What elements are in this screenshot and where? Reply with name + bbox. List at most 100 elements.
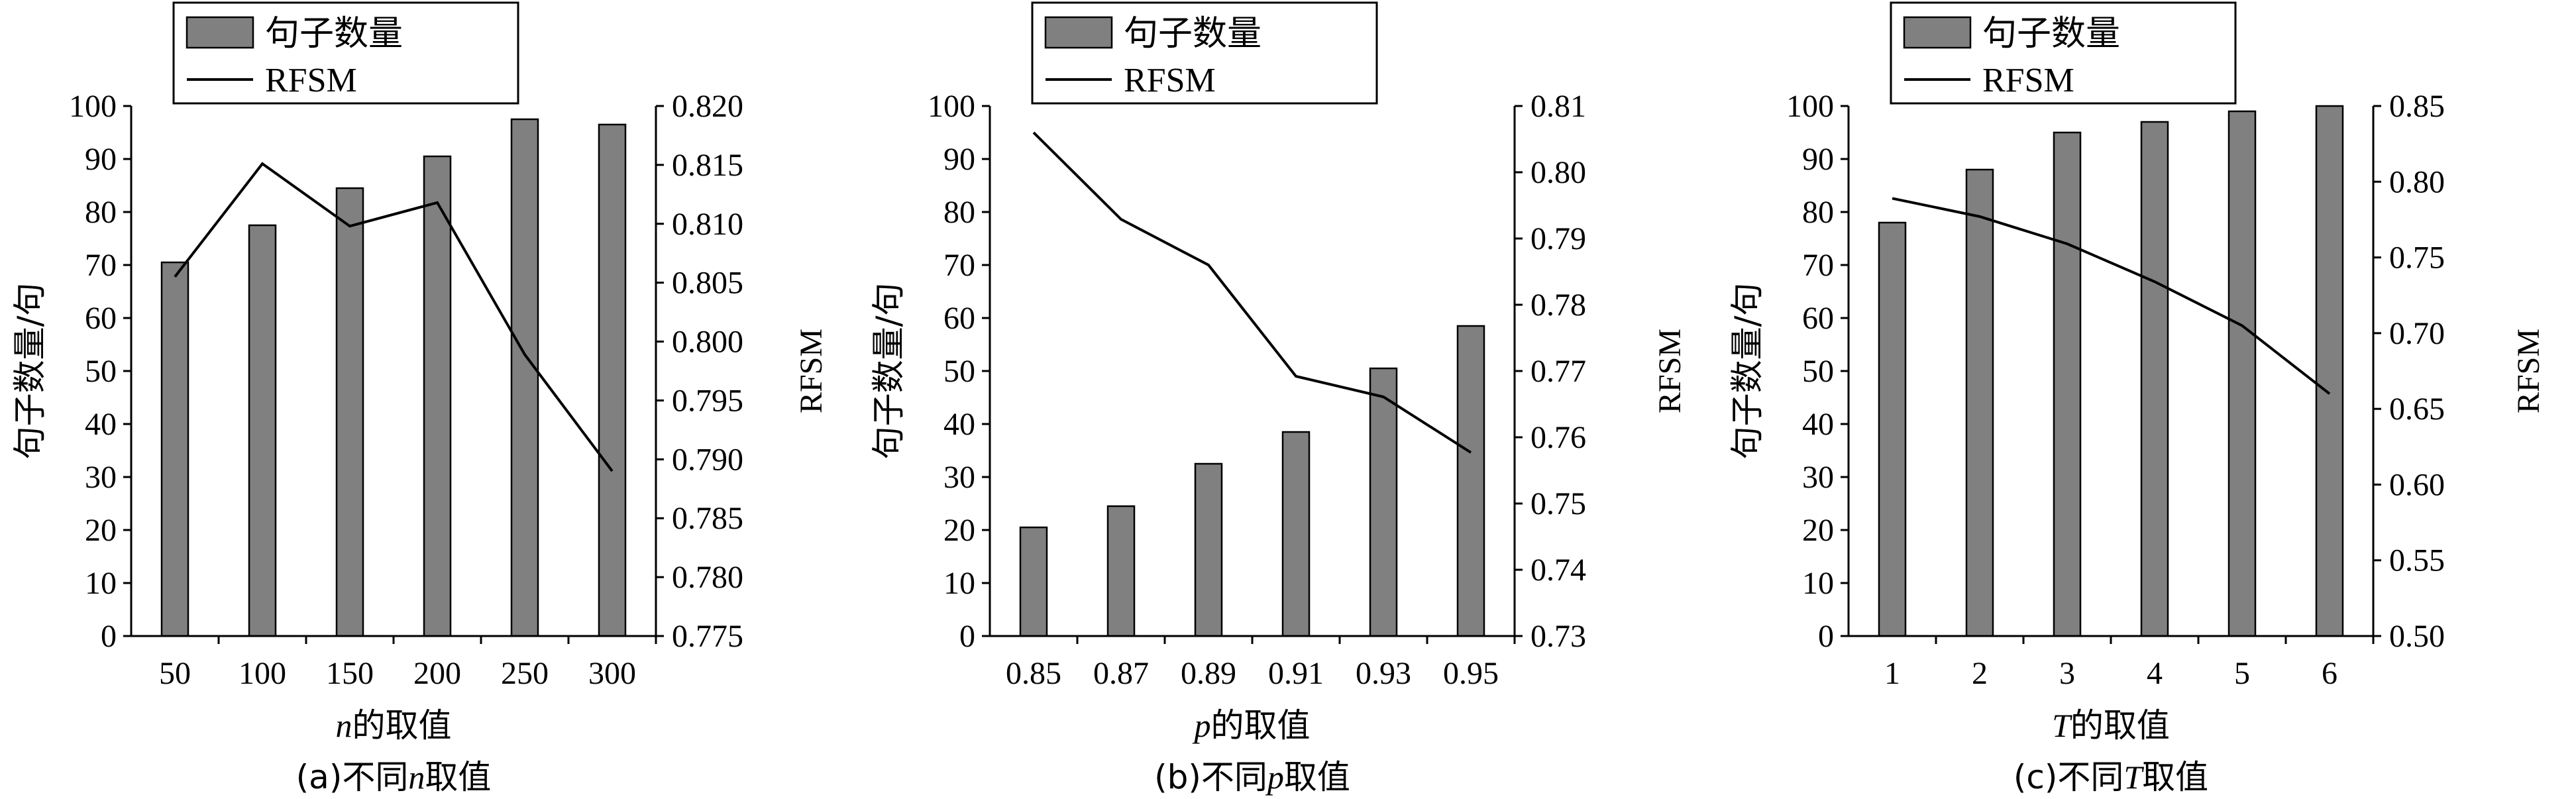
left-tick-label: 0 bbox=[101, 619, 117, 654]
right-tick-label: 0.810 bbox=[672, 207, 743, 242]
subplot-caption: (b)不同p取值 bbox=[1154, 758, 1350, 796]
left-tick-label: 30 bbox=[943, 460, 975, 495]
left-tick-label: 80 bbox=[85, 195, 117, 230]
y-right-label: RFSM bbox=[2511, 329, 2546, 413]
x-tick-label: 0.91 bbox=[1268, 656, 1324, 691]
right-tick-label: 0.55 bbox=[2389, 543, 2445, 578]
x-axis-label-var: p bbox=[1193, 707, 1211, 744]
bar bbox=[1965, 168, 1994, 637]
left-tick-label: 100 bbox=[1786, 89, 1834, 124]
chart-svg: 0 10 20 30 40 50 60 70 80 90 100 0.50 0.55 0.60 0.65 0.… bbox=[1728, 1, 2546, 796]
left-tick-label: 50 bbox=[85, 354, 117, 389]
legend: 句子数量 RFSM bbox=[1890, 1, 2237, 105]
bar bbox=[2227, 110, 2257, 637]
right-tick-label: 0.79 bbox=[1530, 221, 1586, 256]
left-tick-label: 90 bbox=[943, 142, 975, 177]
x-tick-label: 2 bbox=[1972, 656, 1988, 691]
left-tick-label: 90 bbox=[1802, 142, 1834, 177]
bar bbox=[2315, 105, 2344, 637]
bar-series bbox=[1878, 105, 2344, 637]
left-tick-label: 40 bbox=[1802, 407, 1834, 442]
left-tick-label: 0 bbox=[1818, 619, 1834, 654]
legend: 句子数量 RFSM bbox=[172, 1, 519, 105]
bar-series bbox=[1019, 325, 1485, 637]
left-tick-label: 50 bbox=[943, 354, 975, 389]
right-tick-label: 0.74 bbox=[1530, 553, 1586, 588]
legend-bar-label: 句子数量 bbox=[265, 14, 403, 54]
left-tick-label: 60 bbox=[85, 301, 117, 336]
legend-bar-label: 句子数量 bbox=[1124, 14, 1261, 54]
y-right-label: RFSM bbox=[794, 329, 829, 413]
left-tick-label: 0 bbox=[959, 619, 975, 654]
right-tick-label: 0.75 bbox=[1530, 486, 1586, 521]
bar bbox=[598, 123, 627, 637]
bar-series bbox=[160, 118, 627, 637]
left-tick-label: 60 bbox=[1802, 301, 1834, 336]
bar bbox=[335, 187, 364, 637]
y-right-label: RFSM bbox=[1652, 329, 1688, 413]
right-tick-label: 0.73 bbox=[1530, 619, 1586, 654]
bar bbox=[1019, 526, 1048, 637]
left-tick-label: 50 bbox=[1802, 354, 1834, 389]
right-tick-label: 0.60 bbox=[2389, 467, 2445, 502]
right-tick-label: 0.815 bbox=[672, 148, 743, 183]
legend-bar-swatch bbox=[1044, 16, 1113, 49]
bar bbox=[2053, 131, 2082, 637]
legend-bar-swatch bbox=[1903, 16, 1972, 49]
x-tick-label: 250 bbox=[501, 656, 549, 691]
x-tick-label: 5 bbox=[2234, 656, 2250, 691]
x-tick-label: 50 bbox=[159, 656, 191, 691]
y-left-label: 句子数量/句 bbox=[1728, 283, 1766, 460]
right-tick-label: 0.790 bbox=[672, 442, 743, 477]
x-axis-label-var: T bbox=[2052, 707, 2072, 744]
x-tick-label: 100 bbox=[239, 656, 286, 691]
x-axis-label-suffix: 的取值 bbox=[352, 706, 452, 745]
bar bbox=[1456, 325, 1485, 637]
bar bbox=[1194, 462, 1223, 637]
chart-svg: 0 10 20 30 40 50 60 70 80 90 100 0.73 0.74 0.75 0.76 0.… bbox=[869, 1, 1688, 796]
bar bbox=[423, 155, 452, 637]
bar bbox=[1106, 505, 1136, 637]
left-tick-label: 60 bbox=[943, 301, 975, 336]
legend-line-label: RFSM bbox=[1124, 62, 1216, 99]
legend-bar-label: 句子数量 bbox=[1982, 14, 2120, 54]
right-tick-label: 0.795 bbox=[672, 383, 743, 418]
x-tick-label: 0.93 bbox=[1356, 656, 1411, 691]
left-tick-label: 90 bbox=[85, 142, 117, 177]
bar bbox=[248, 224, 277, 637]
left-tick-label: 20 bbox=[1802, 513, 1834, 548]
chart-svg: 0 10 20 30 40 50 60 70 80 90 100 0.775 0.780 0.785 0.7… bbox=[11, 1, 829, 796]
legend-bar-swatch bbox=[186, 16, 254, 49]
x-tick-label: 150 bbox=[326, 656, 374, 691]
x-tick-label: 0.89 bbox=[1181, 656, 1236, 691]
subplot-caption: (c)不同T取值 bbox=[2013, 758, 2208, 796]
right-tick-label: 0.805 bbox=[672, 266, 743, 301]
right-tick-label: 0.65 bbox=[2389, 392, 2445, 427]
left-tick-label: 100 bbox=[69, 89, 117, 124]
left-tick-label: 70 bbox=[85, 248, 117, 283]
left-tick-label: 20 bbox=[85, 513, 117, 548]
left-tick-label: 10 bbox=[85, 566, 117, 601]
x-tick-label: 300 bbox=[588, 656, 636, 691]
x-tick-label: 1 bbox=[1884, 656, 1900, 691]
right-tick-label: 0.85 bbox=[2389, 89, 2445, 124]
left-tick-label: 80 bbox=[943, 195, 975, 230]
x-axis-label: T的取值 bbox=[2052, 706, 2170, 745]
x-axis-label-var: n bbox=[336, 707, 352, 744]
bar bbox=[1369, 367, 1398, 637]
left-tick-label: 80 bbox=[1802, 195, 1834, 230]
left-tick-label: 30 bbox=[85, 460, 117, 495]
line-series-rfsm bbox=[174, 162, 614, 472]
x-axis-label-suffix: 的取值 bbox=[2070, 706, 2170, 745]
bar bbox=[1281, 431, 1311, 637]
x-axis-label-suffix: 的取值 bbox=[1211, 706, 1311, 745]
right-tick-label: 0.80 bbox=[1530, 155, 1586, 190]
x-tick-label: 0.85 bbox=[1006, 656, 1061, 691]
legend: 句子数量 RFSM bbox=[1031, 1, 1378, 105]
x-axis-label: p的取值 bbox=[1193, 706, 1311, 745]
right-tick-label: 0.800 bbox=[672, 325, 743, 360]
x-axis-label: n的取值 bbox=[336, 706, 452, 745]
chart-panel-b: 0 10 20 30 40 50 60 70 80 90 100 0.73 0.74 0.75 0.76 0.… bbox=[859, 0, 1717, 799]
x-tick-label: 4 bbox=[2147, 656, 2163, 691]
